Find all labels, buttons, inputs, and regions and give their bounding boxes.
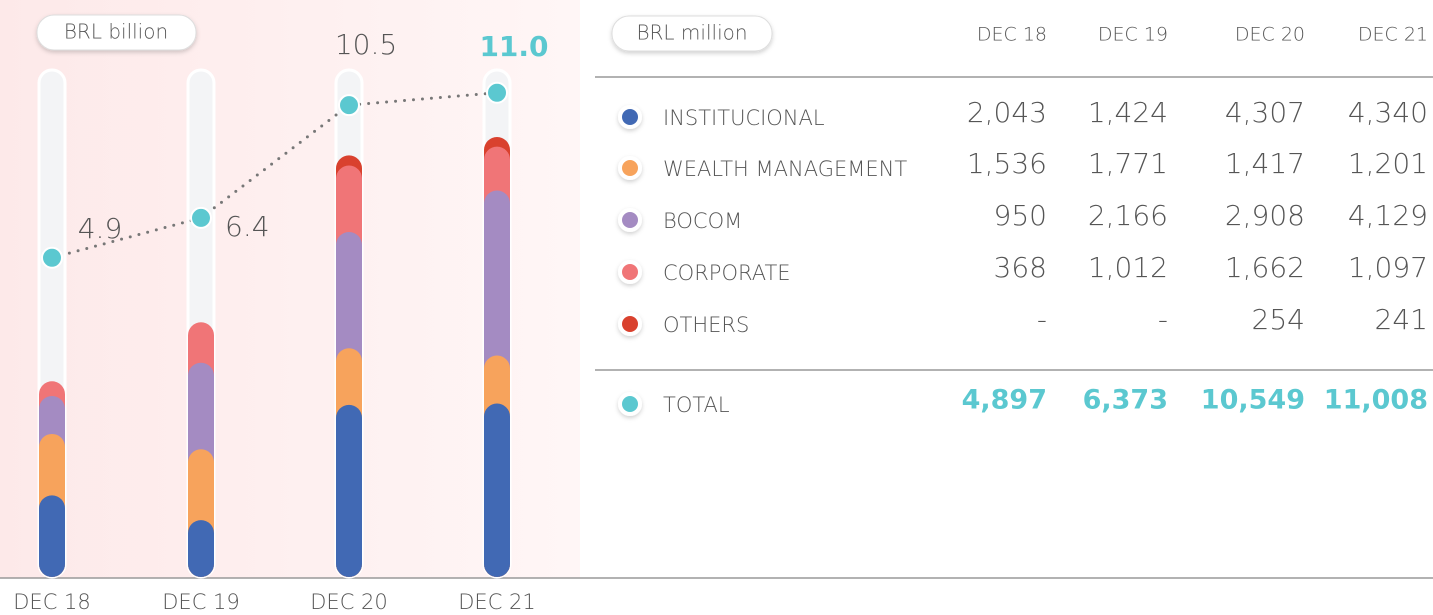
cell-value: 10,549: [1201, 385, 1305, 416]
row-label: BOCOM: [663, 209, 742, 233]
row-label: INSTITUCIONAL: [663, 106, 825, 130]
x-tick-label: DEC 18: [13, 590, 91, 614]
total-label: 11.0: [479, 30, 548, 63]
unit-label: BRL billion: [64, 20, 168, 44]
row-label: OTHERS: [663, 313, 749, 337]
bar-segment: [39, 495, 65, 577]
legend-dot: [622, 396, 638, 412]
total-label: 4.9: [78, 212, 123, 245]
column-header: DEC 21: [1358, 24, 1428, 46]
x-tick-label: DEC 19: [162, 590, 240, 614]
column-header: DEC 19: [1098, 24, 1168, 46]
table-unit-pill: [611, 15, 773, 52]
x-tick-label: DEC 20: [310, 590, 388, 614]
row-label: TOTAL: [663, 393, 730, 417]
row-label: WEALTH MANAGEMENT: [663, 157, 907, 181]
x-tick-label: DEC 21: [458, 590, 536, 614]
cell-value: 6,373: [1083, 385, 1168, 416]
cell-value: 4,307: [1225, 96, 1305, 129]
unit-pill: [36, 14, 197, 51]
cell-value: 241: [1375, 303, 1428, 336]
cell-value: 1,662: [1225, 251, 1305, 284]
cell-value: 254: [1252, 303, 1305, 336]
total-dot: [190, 206, 212, 229]
table-unit-label: BRL million: [636, 21, 747, 45]
cell-value: 950: [994, 199, 1047, 232]
total-dot: [41, 246, 63, 269]
legend-dot: [622, 160, 638, 176]
row-label: CORPORATE: [663, 261, 791, 285]
bar-segment: [188, 520, 214, 577]
column-header: DEC 20: [1235, 24, 1305, 46]
cell-value: -: [1158, 303, 1168, 336]
legend-dot: [622, 109, 638, 125]
cell-value: -: [1037, 303, 1047, 336]
column-header: DEC 18: [977, 24, 1047, 46]
cell-value: 2,043: [967, 96, 1047, 129]
cell-value: 1,417: [1225, 147, 1305, 180]
cell-value: 1,771: [1088, 147, 1168, 180]
cell-value: 1,424: [1088, 96, 1168, 129]
cell-value: 2,166: [1088, 199, 1168, 232]
cell-value: 2,908: [1225, 199, 1305, 232]
legend-dot: [622, 264, 638, 280]
legend-dot: [622, 316, 638, 332]
bar-segment: [484, 403, 510, 577]
total-dot: [338, 94, 360, 117]
total-label: 6.4: [225, 210, 270, 243]
cell-value: 1,201: [1348, 147, 1428, 180]
legend-dot: [622, 212, 638, 228]
cell-value: 1,012: [1088, 251, 1168, 284]
cell-value: 368: [994, 251, 1047, 284]
bar-segment: [336, 404, 362, 577]
total-label: 10.5: [335, 28, 397, 61]
total-dot: [486, 81, 508, 104]
cell-value: 1,536: [967, 147, 1047, 180]
cell-value: 4,129: [1348, 199, 1428, 232]
total-line: [50, 91, 499, 260]
cell-value: 4,897: [962, 385, 1047, 416]
cell-value: 4,340: [1348, 96, 1428, 129]
cell-value: 1,097: [1348, 251, 1428, 284]
cell-value: 11,008: [1324, 385, 1428, 416]
